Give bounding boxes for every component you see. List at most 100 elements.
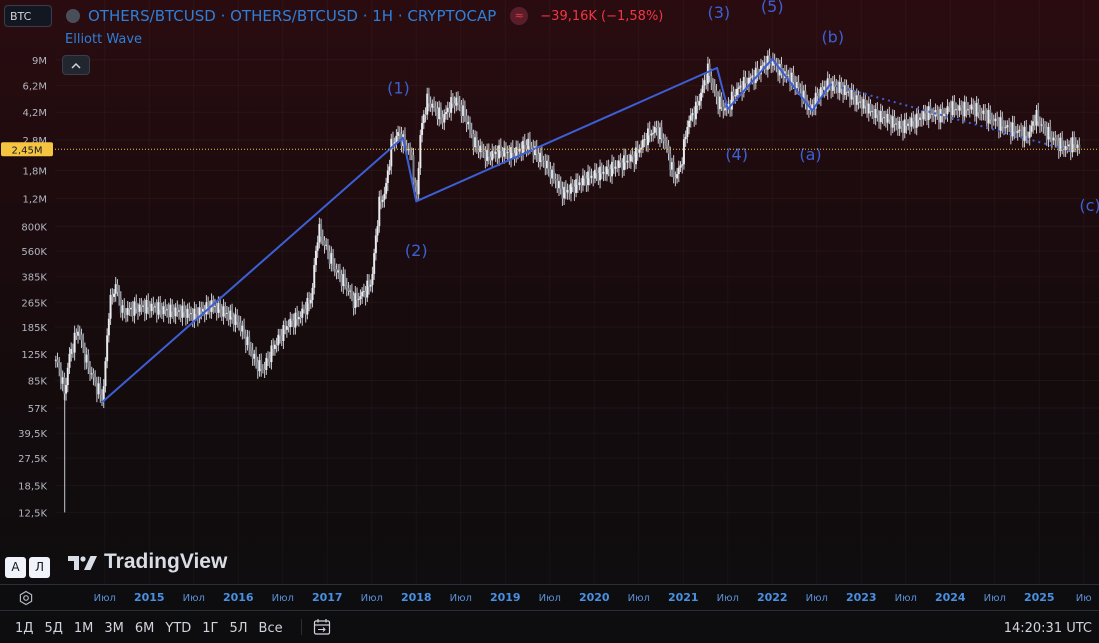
symbol-title[interactable]: OTHERS/BTCUSD · OTHERS/BTCUSD · 1Н · CRY… <box>88 7 497 25</box>
candle-body-188 <box>376 226 379 236</box>
candle-body-544 <box>985 113 988 124</box>
candle-body-304 <box>575 179 578 193</box>
range-button-7[interactable]: 5Л <box>229 621 248 636</box>
candle-body-332 <box>623 155 626 170</box>
candle-body-460 <box>842 88 845 96</box>
candle-body-230 <box>448 107 451 113</box>
candle-body-11 <box>73 332 76 353</box>
wave-label-0[interactable]: (1) <box>387 79 410 98</box>
candle-body-37 <box>118 291 121 298</box>
candle-body-208 <box>410 152 413 156</box>
candle-body-61 <box>159 302 162 310</box>
candle-body-2 <box>58 362 61 369</box>
candle-body-347 <box>648 128 651 136</box>
candle-body-101 <box>227 312 230 320</box>
wave-label-5[interactable]: (a) <box>799 145 821 164</box>
study-legend-elliott-wave[interactable]: Elliott Wave <box>65 32 143 47</box>
wave-label-6[interactable]: (b) <box>821 27 844 46</box>
candle-body-491 <box>895 123 898 125</box>
candle-body-191 <box>381 199 384 202</box>
range-button-5[interactable]: YTD <box>165 621 192 636</box>
candle-body-471 <box>860 101 863 109</box>
range-button-0[interactable]: 1Д <box>15 621 34 636</box>
calendar-goto-icon[interactable] <box>313 618 331 636</box>
candle-body-445 <box>816 92 819 97</box>
time-axis[interactable]: Июл 2015 Июл 2016 Июл 2017 Июл 2018 Июл 2019 Июл 20… <box>0 585 1099 609</box>
symbol-search-input[interactable]: BTC <box>4 5 52 27</box>
candle-body-59 <box>155 306 158 315</box>
candle-body-297 <box>563 186 566 199</box>
range-button-8[interactable]: Все <box>258 621 283 636</box>
candle-body-22 <box>92 373 95 378</box>
x-tick-label-16: Июл <box>806 593 828 604</box>
range-button-1[interactable]: 5Д <box>44 621 63 636</box>
candle-body-183 <box>368 280 371 287</box>
date-range-selector: 1Д 5Д 1М 3М 6М YTD 1Г 5Л Все <box>15 621 294 636</box>
candle-body-463 <box>847 91 850 93</box>
range-button-4[interactable]: 6М <box>134 621 155 636</box>
wave-icon[interactable]: ≈ <box>510 7 529 25</box>
range-button-2[interactable]: 1М <box>73 621 94 636</box>
candle-body-322 <box>605 166 608 175</box>
range-button-3[interactable]: 3М <box>104 621 124 636</box>
candle-body-536 <box>972 104 975 107</box>
settings-icon[interactable] <box>18 590 34 606</box>
wave-label-2[interactable]: (3) <box>708 3 731 22</box>
candle-body-44 <box>130 307 133 310</box>
wave-label-3[interactable]: (4) <box>725 145 748 164</box>
price-chart[interactable]: 9M 6,2M 4,2M 2,8M 1,8M 1,2M 800K 560K 385K 265K 18… <box>0 0 1099 584</box>
wave-label-1[interactable]: (2) <box>405 241 428 260</box>
candle-body-482 <box>879 110 882 123</box>
candle-body-387 <box>717 96 720 110</box>
candle-body-281 <box>535 146 538 155</box>
candle-body-459 <box>840 82 843 89</box>
candle-body-499 <box>908 123 911 127</box>
candle-body-389 <box>720 96 723 107</box>
candle-body-503 <box>915 113 918 128</box>
candle-body-196 <box>390 138 393 167</box>
candle-body-120 <box>260 360 263 369</box>
candle-body-564 <box>1020 129 1023 132</box>
collapse-legend-button[interactable] <box>62 55 90 75</box>
wave-label-4[interactable]: (5) <box>761 0 784 16</box>
auto-scale-button[interactable]: А <box>5 557 26 578</box>
candle-body-156 <box>321 236 324 241</box>
time-axis-row[interactable]: Июл 2015 Июл 2016 Июл 2017 Июл 2018 Июл 2019 Июл 20… <box>0 584 1099 609</box>
candle-body-265 <box>508 151 511 160</box>
candle-body-317 <box>597 173 600 181</box>
utc-clock[interactable]: 14:20:31 UTC <box>1003 621 1092 636</box>
candle-body-180 <box>362 290 365 292</box>
candle-body-198 <box>393 142 396 144</box>
candle-body-350 <box>653 126 656 133</box>
elliott-wave-line[interactable] <box>101 58 831 403</box>
candle-body-486 <box>886 113 889 123</box>
range-button-6[interactable]: 1Г <box>202 621 219 636</box>
candle-body-419 <box>771 59 774 66</box>
y-tick-label-16: 18,5K <box>18 481 47 492</box>
candle-body-18 <box>85 354 88 363</box>
candle-body-36 <box>116 284 119 292</box>
candle-body-173 <box>350 290 353 296</box>
candle-body-352 <box>657 127 660 140</box>
candle-body-21 <box>90 373 93 375</box>
candle-body-573 <box>1035 110 1038 126</box>
candle-body-115 <box>251 350 254 359</box>
candle-body-33 <box>111 294 114 297</box>
candle-body-457 <box>836 85 839 93</box>
candle-body-555 <box>1004 127 1007 129</box>
candle-body-306 <box>578 182 581 186</box>
candle-body-288 <box>547 160 550 170</box>
candle-body-481 <box>878 114 881 123</box>
chart-area[interactable]: 9M 6,2M 4,2M 2,8M 1,8M 1,2M 800K 560K 385K 265K 18… <box>0 0 1099 584</box>
candle-body-551 <box>997 120 1000 131</box>
candle-body-518 <box>941 109 944 117</box>
candle-body-248 <box>479 145 482 153</box>
wave-label-7[interactable]: (c) <box>1079 196 1099 215</box>
log-scale-button[interactable]: Л <box>29 557 50 578</box>
candle-body-404 <box>746 83 749 85</box>
candle-body-520 <box>944 113 947 115</box>
candle-body-243 <box>470 129 473 134</box>
candle-body-236 <box>458 102 461 105</box>
candle-body-123 <box>265 357 268 371</box>
last-price-badge <box>1 142 53 157</box>
